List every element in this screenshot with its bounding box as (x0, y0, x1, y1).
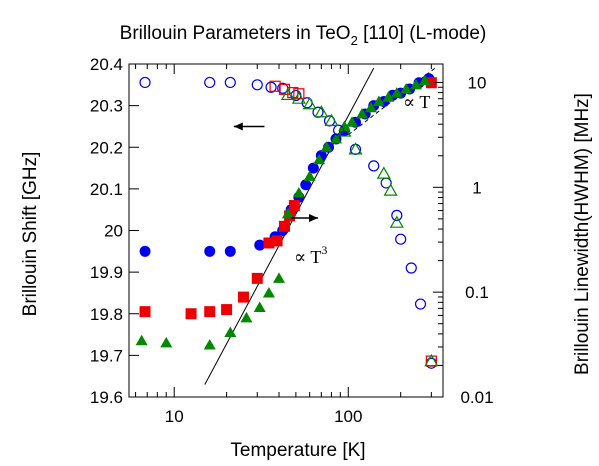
y-tick-label: 20.2 (90, 138, 123, 157)
data-point-triangle (273, 272, 286, 283)
arrow-head-right (309, 214, 319, 223)
data-point-triangle (356, 107, 369, 119)
axes-layer: 10 100 19.6 19.7 19.8 19.9 20 20.1 20.2 20.3 20.4 0… (90, 55, 494, 426)
data-point-square (204, 306, 216, 318)
data-point-circle (204, 245, 216, 257)
data-point-triangle (253, 301, 266, 313)
data-point-triangle (324, 113, 339, 126)
data-point-square (293, 88, 305, 100)
data-point-triangle (314, 105, 329, 118)
x-axis-label: Temperature [K] (230, 440, 365, 461)
arrow-head-left (233, 122, 243, 131)
x-tick-label: 10 (165, 407, 184, 426)
data-point-circle (300, 179, 312, 191)
data-point-circle (307, 162, 319, 174)
y-tick-label: 20.3 (90, 97, 123, 116)
data-point-triangle (292, 187, 305, 198)
data-point-circle (265, 81, 277, 93)
fit-label-t3-exponent: 3 (321, 243, 327, 257)
data-point-triangle (383, 183, 398, 196)
data-point-triangle (329, 132, 342, 144)
y-axis-label: Brillouin Shift [GHz] (20, 152, 41, 317)
data-point-circle (368, 160, 380, 172)
fit-lines (204, 67, 436, 385)
data-point-triangle (424, 353, 439, 367)
data-point-triangle (376, 166, 391, 179)
data-point-triangle (262, 286, 275, 298)
data-point-circle (391, 209, 403, 221)
data-point-square (271, 235, 283, 247)
data-point-square (221, 304, 233, 316)
data-point-circle (204, 76, 216, 89)
data-point-triangle (203, 338, 216, 350)
fit-label-t3-base: ∝ T (294, 247, 321, 267)
data-point-square (288, 200, 300, 212)
data-point-circle (224, 76, 236, 89)
y-tick-label: 19.6 (90, 388, 123, 407)
data-point-square (425, 77, 437, 89)
data-point-triangle (410, 78, 423, 90)
data-point-triangle (390, 87, 403, 98)
data-point-triangle (337, 124, 352, 137)
data-point-triangle (389, 215, 404, 228)
y2-tick-label: 1 (472, 178, 481, 197)
y-tick-label: 19.8 (90, 305, 123, 324)
y2-tick-label: 10 (468, 73, 487, 92)
data-point-triangle (418, 74, 431, 86)
data-point-triangle (280, 87, 295, 101)
data-point-triangle (302, 97, 317, 110)
data-point-circle (251, 79, 263, 91)
data-point-triangle (400, 82, 413, 94)
data-point-circle (425, 357, 437, 369)
series-layer (135, 73, 439, 369)
data-point-triangle (372, 95, 385, 106)
data-point-triangle (224, 326, 237, 337)
y-tick-label: 20.4 (90, 55, 123, 74)
data-point-triangle (281, 207, 294, 219)
x-tick-label: 100 (334, 407, 362, 426)
data-point-square (251, 272, 263, 284)
data-point-square (139, 306, 151, 318)
y-tick-label: 19.9 (90, 263, 123, 282)
data-point-triangle (348, 142, 363, 155)
data-point-triangle (291, 91, 306, 104)
y-tick-label: 19.7 (90, 346, 123, 365)
data-point-triangle (364, 101, 377, 113)
arrows-layer (233, 122, 319, 223)
data-point-square (185, 308, 197, 320)
y-tick-label: 20.1 (90, 180, 123, 199)
data-point-triangle (382, 91, 395, 102)
data-point-square (237, 291, 249, 303)
data-point-triangle (345, 116, 358, 127)
chart-title-main: Brillouin Parameters in TeO (120, 23, 351, 44)
data-point-circle (405, 262, 417, 274)
data-point-triangle (240, 311, 253, 323)
data-point-square (278, 220, 290, 232)
data-point-triangle (313, 153, 326, 165)
data-point-triangle (135, 334, 148, 346)
chart-title-subscript: 2 (351, 33, 358, 48)
y2-axis-label: Brillouin Linewidth(HWHM) [MHz] (572, 93, 593, 375)
data-point-triangle (160, 336, 173, 348)
y2-tick-label: 0.01 (460, 388, 493, 407)
data-point-circle (224, 245, 236, 257)
data-point-triangle (320, 141, 333, 152)
chart-title: Brillouin Parameters in TeO2 [110] (L-mo… (120, 23, 487, 48)
data-point-triangle (303, 170, 316, 181)
y-tick-label: 20 (104, 222, 123, 241)
data-point-square (269, 80, 281, 92)
data-point-circle (139, 76, 151, 89)
y2-tick-label: 0.1 (465, 283, 489, 302)
data-point-circle (139, 245, 151, 257)
chart-title-rest: [110] (L-mode) (358, 23, 486, 44)
data-point-circle (414, 298, 427, 310)
data-point-circle (254, 239, 266, 251)
data-point-square (263, 237, 275, 249)
fit-label-t: ∝ T (403, 92, 430, 112)
data-point-circle (395, 233, 407, 245)
fit-label-t3: ∝ T3 (294, 243, 327, 267)
